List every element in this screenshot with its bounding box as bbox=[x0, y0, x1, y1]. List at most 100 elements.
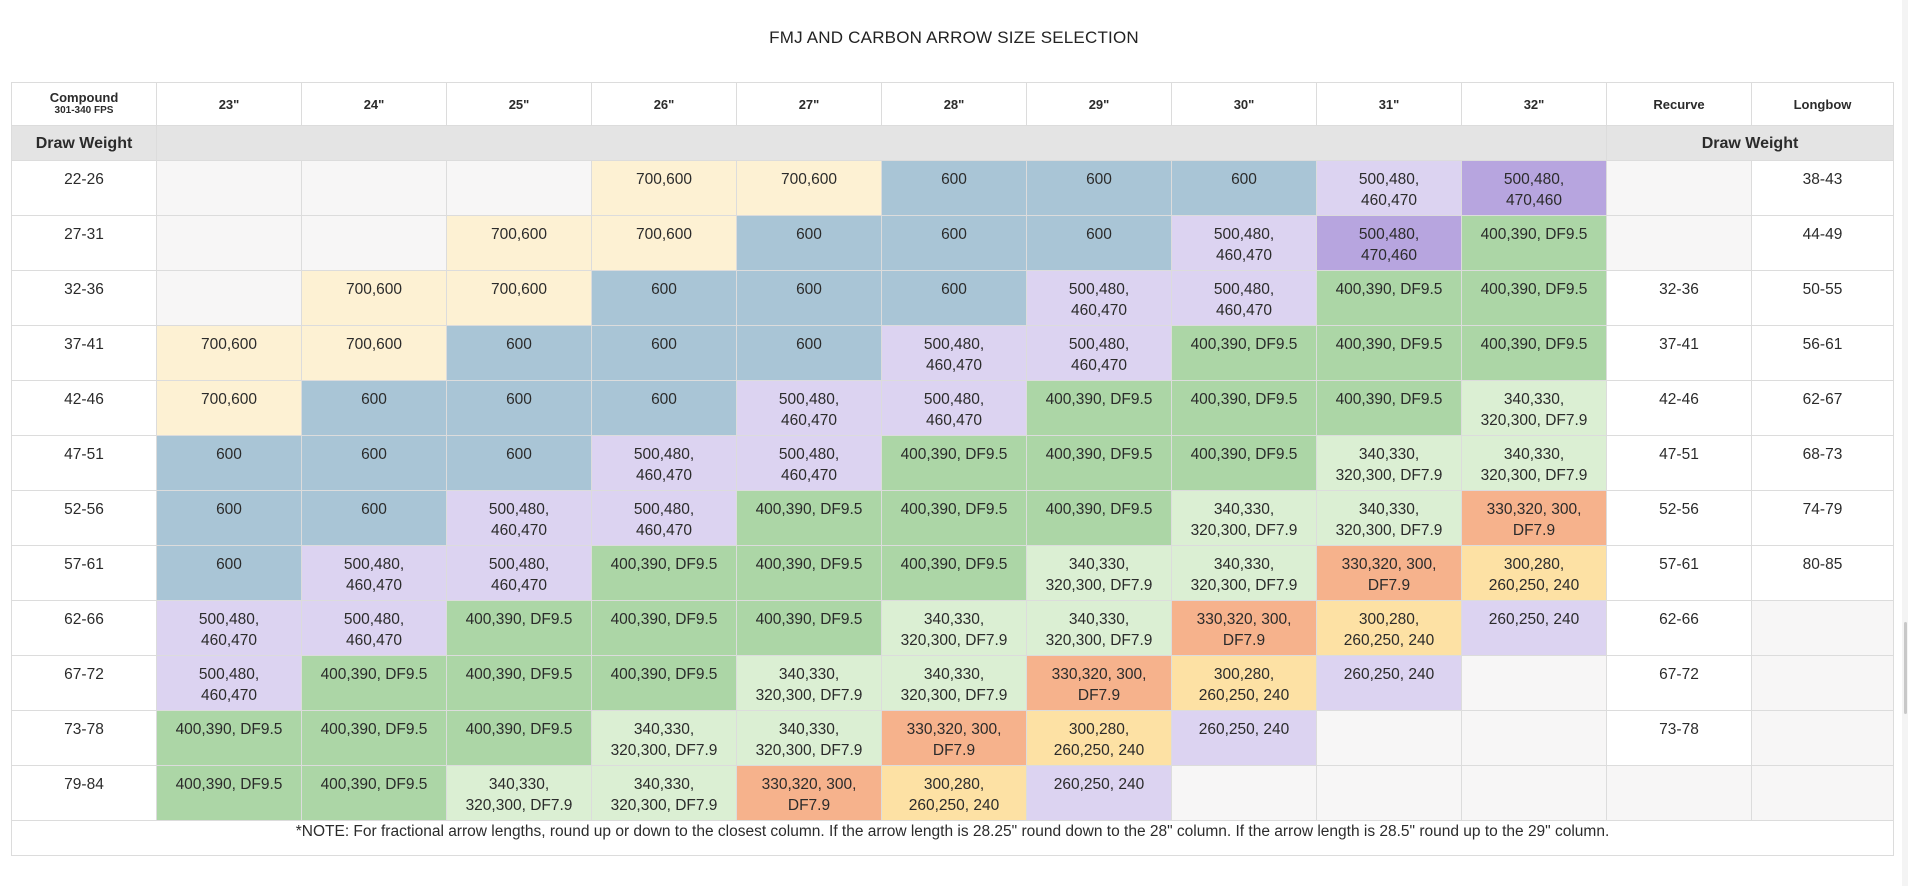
arrow-size-cell: 400,390, DF9.5 bbox=[1316, 380, 1462, 436]
compound-weight-cell: 42-46 bbox=[11, 380, 157, 436]
arrow-size-cell: 600 bbox=[1171, 160, 1317, 216]
recurve-weight-cell bbox=[1606, 765, 1752, 821]
arrow-size-cell: 600 bbox=[736, 215, 882, 271]
arrow-size-cell: 600 bbox=[881, 270, 1027, 326]
draw-weight-row: Draw Weight Draw Weight bbox=[11, 125, 1894, 161]
arrow-size-cell: 500,480, 460,470 bbox=[1171, 215, 1317, 271]
arrow-size-cell: 400,390, DF9.5 bbox=[301, 710, 447, 766]
arrow-size-cell bbox=[1316, 765, 1462, 821]
arrow-size-cell: 600 bbox=[446, 325, 592, 381]
length-header: 25" bbox=[446, 82, 592, 126]
arrow-size-cell: 500,480, 460,470 bbox=[1316, 160, 1462, 216]
length-header: 24" bbox=[301, 82, 447, 126]
length-header: 30" bbox=[1171, 82, 1317, 126]
length-header: 27" bbox=[736, 82, 882, 126]
draw-weight-label-right: Draw Weight bbox=[1606, 125, 1894, 161]
arrow-size-cell: 500,480, 460,470 bbox=[591, 435, 737, 491]
vertical-scrollbar[interactable] bbox=[1902, 0, 1908, 886]
table-row: 22-26 700,600 700,600 600 600 600 500,480, 460,… bbox=[11, 160, 1894, 216]
table-row: 42-46 700,600 600 600 600 500,480, 460,470 500,… bbox=[11, 380, 1894, 436]
compound-weight-cell: 52-56 bbox=[11, 490, 157, 546]
arrow-size-cell bbox=[1171, 765, 1317, 821]
table-body: 22-26 700,600 700,600 600 600 600 500,480, 460,… bbox=[11, 160, 1894, 821]
draw-weight-spacer bbox=[156, 125, 1607, 161]
arrow-size-cell: 340,330, 320,300, DF7.9 bbox=[736, 710, 882, 766]
arrow-size-cell: 500,480, 460,470 bbox=[736, 380, 882, 436]
arrow-size-cell: 400,390, DF9.5 bbox=[1026, 490, 1172, 546]
arrow-size-cell: 400,390, DF9.5 bbox=[1461, 325, 1607, 381]
arrow-size-cell: 400,390, DF9.5 bbox=[301, 765, 447, 821]
longbow-weight-cell: 44-49 bbox=[1751, 215, 1894, 271]
arrow-size-cell: 300,280, 260,250, 240 bbox=[881, 765, 1027, 821]
arrow-size-cell: 340,330, 320,300, DF7.9 bbox=[881, 600, 1027, 656]
arrow-size-cell: 600 bbox=[156, 435, 302, 491]
arrow-size-cell: 400,390, DF9.5 bbox=[736, 545, 882, 601]
longbow-weight-cell bbox=[1751, 600, 1894, 656]
arrow-size-cell: 340,330, 320,300, DF7.9 bbox=[591, 710, 737, 766]
arrow-size-cell: 700,600 bbox=[301, 270, 447, 326]
longbow-weight-cell: 68-73 bbox=[1751, 435, 1894, 491]
recurve-weight-cell: 37-41 bbox=[1606, 325, 1752, 381]
arrow-size-cell: 400,390, DF9.5 bbox=[1461, 270, 1607, 326]
longbow-weight-cell bbox=[1751, 710, 1894, 766]
arrow-size-cell: 300,280, 260,250, 240 bbox=[1461, 545, 1607, 601]
arrow-size-cell: 330,320, 300, DF7.9 bbox=[881, 710, 1027, 766]
arrow-size-cell: 340,330, 320,300, DF7.9 bbox=[1026, 600, 1172, 656]
arrow-size-cell: 500,480, 460,470 bbox=[736, 435, 882, 491]
length-header: 26" bbox=[591, 82, 737, 126]
arrow-size-cell: 600 bbox=[1026, 160, 1172, 216]
length-header: 29" bbox=[1026, 82, 1172, 126]
arrow-size-cell: 600 bbox=[301, 490, 447, 546]
arrow-size-cell: 400,390, DF9.5 bbox=[1316, 270, 1462, 326]
arrow-size-cell: 700,600 bbox=[591, 160, 737, 216]
length-header: 23" bbox=[156, 82, 302, 126]
arrow-size-cell: 700,600 bbox=[591, 215, 737, 271]
table-row: 67-72 500,480, 460,470 400,390, DF9.5 400,39… bbox=[11, 655, 1894, 711]
longbow-weight-cell: 80-85 bbox=[1751, 545, 1894, 601]
arrow-size-cell bbox=[1461, 655, 1607, 711]
recurve-weight-cell: 52-56 bbox=[1606, 490, 1752, 546]
table-row: 52-56 600 600 500,480, 460,470 500,480, 460,47… bbox=[11, 490, 1894, 546]
table-row: 79-84 400,390, DF9.5 400,390, DF9.5 340,330… bbox=[11, 765, 1894, 821]
recurve-weight-cell bbox=[1606, 160, 1752, 216]
longbow-weight-cell: 56-61 bbox=[1751, 325, 1894, 381]
page-title: FMJ AND CARBON ARROW SIZE SELECTION bbox=[769, 28, 1139, 47]
arrow-size-cell: 400,390, DF9.5 bbox=[1171, 325, 1317, 381]
arrow-size-cell: 500,480, 460,470 bbox=[301, 600, 447, 656]
arrow-size-cell: 700,600 bbox=[446, 270, 592, 326]
recurve-weight-cell: 42-46 bbox=[1606, 380, 1752, 436]
arrow-size-cell: 400,390, DF9.5 bbox=[301, 655, 447, 711]
arrow-size-cell: 340,330, 320,300, DF7.9 bbox=[446, 765, 592, 821]
scrollbar-thumb[interactable] bbox=[1904, 622, 1907, 714]
arrow-size-cell: 300,280, 260,250, 240 bbox=[1026, 710, 1172, 766]
longbow-weight-cell: 74-79 bbox=[1751, 490, 1894, 546]
compound-weight-cell: 47-51 bbox=[11, 435, 157, 491]
arrow-size-cell: 340,330, 320,300, DF7.9 bbox=[736, 655, 882, 711]
table-row: 57-61 600 500,480, 460,470 500,480, 460,470 40… bbox=[11, 545, 1894, 601]
arrow-size-cell: 330,320, 300, DF7.9 bbox=[736, 765, 882, 821]
arrow-size-cell: 330,320, 300, DF7.9 bbox=[1316, 545, 1462, 601]
arrow-size-cell bbox=[1461, 710, 1607, 766]
arrow-size-cell: 600 bbox=[591, 325, 737, 381]
arrow-size-cell: 600 bbox=[156, 490, 302, 546]
arrow-size-cell: 500,480, 460,470 bbox=[446, 545, 592, 601]
arrow-size-cell: 400,390, DF9.5 bbox=[591, 545, 737, 601]
arrow-size-cell: 500,480, 460,470 bbox=[156, 655, 302, 711]
arrow-size-cell: 700,600 bbox=[736, 160, 882, 216]
arrow-size-cell: 400,390, DF9.5 bbox=[446, 710, 592, 766]
table-row: 47-51 600 600 600 500,480, 460,470 500,480, 460… bbox=[11, 435, 1894, 491]
compound-label: Compound bbox=[49, 90, 119, 105]
arrow-size-cell: 400,390, DF9.5 bbox=[591, 600, 737, 656]
header-row: Compound 301-340 FPS 23" 24" 25" 26" 27"… bbox=[11, 82, 1894, 126]
arrow-size-cell: 600 bbox=[881, 160, 1027, 216]
arrow-size-cell: 600 bbox=[446, 435, 592, 491]
arrow-size-cell: 300,280, 260,250, 240 bbox=[1316, 600, 1462, 656]
arrow-size-cell: 400,390, DF9.5 bbox=[1171, 380, 1317, 436]
compound-weight-cell: 27-31 bbox=[11, 215, 157, 271]
table-row: 37-41 700,600 700,600 600 600 600 500,480, 460,… bbox=[11, 325, 1894, 381]
recurve-weight-cell: 62-66 bbox=[1606, 600, 1752, 656]
arrow-size-cell: 600 bbox=[156, 545, 302, 601]
compound-weight-cell: 67-72 bbox=[11, 655, 157, 711]
arrow-size-cell: 500,480, 460,470 bbox=[1026, 325, 1172, 381]
arrow-size-cell: 600 bbox=[591, 380, 737, 436]
